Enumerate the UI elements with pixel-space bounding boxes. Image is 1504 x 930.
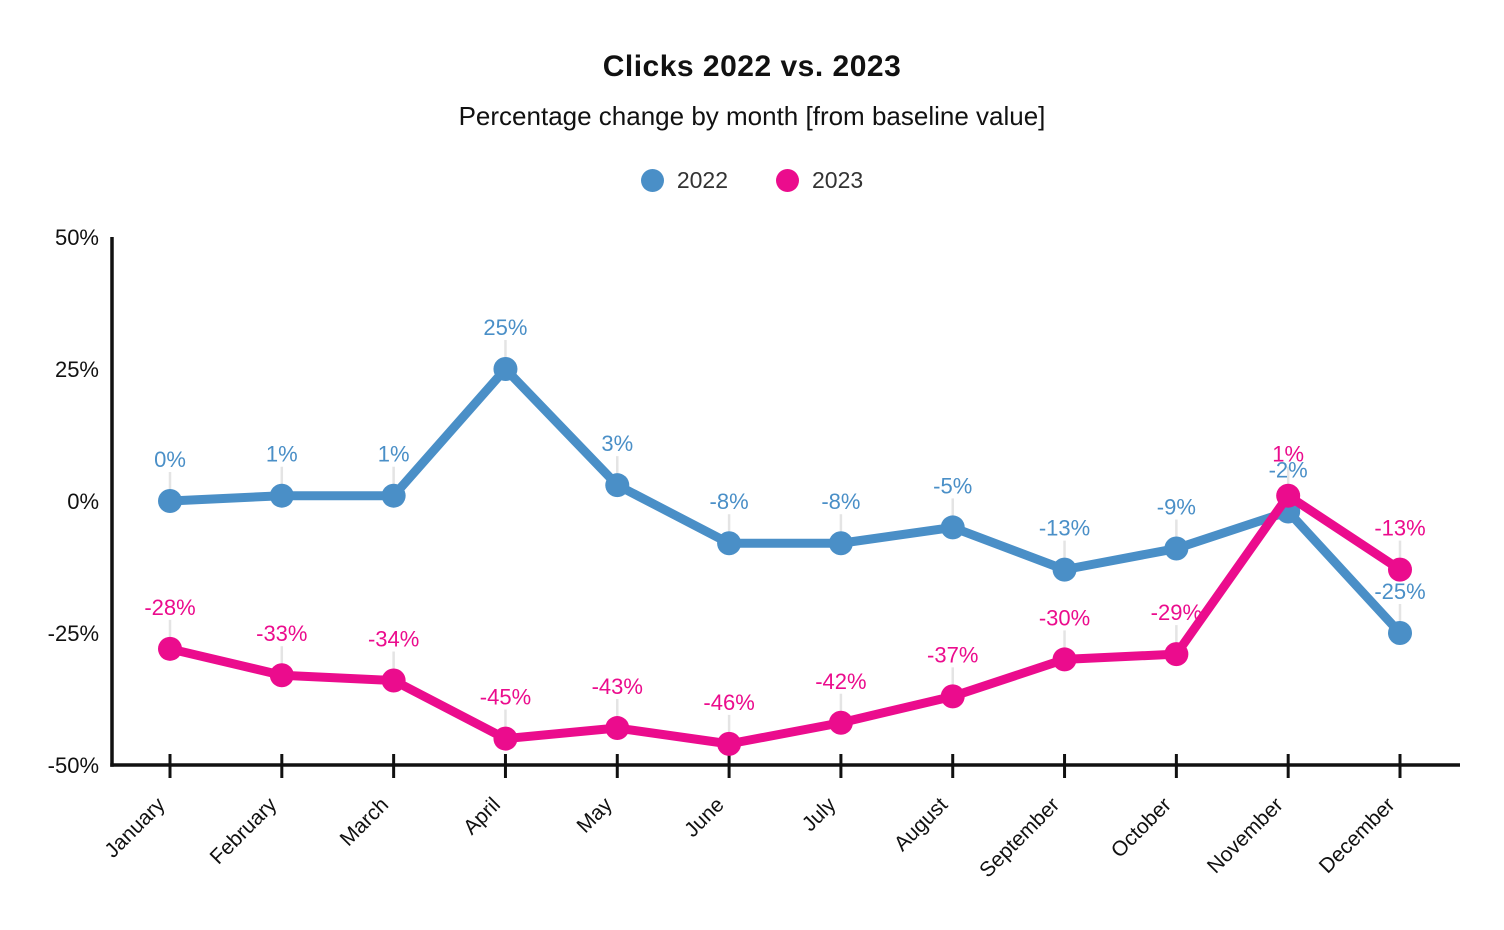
data-label-2023-September: -30% [1039, 605, 1090, 630]
data-point-2023-January [158, 636, 182, 661]
x-axis-month-label: September [975, 793, 1064, 882]
data-point-2022-January [158, 489, 182, 513]
chart-title: Clicks 2022 vs. 2023 [602, 50, 902, 83]
data-label-2022-March: 1% [378, 442, 410, 467]
data-point-2022-June [717, 531, 742, 556]
data-point-2022-April [493, 357, 518, 381]
data-label-2022-November: -2% [1269, 458, 1308, 483]
data-label-2023-December: -13% [1374, 516, 1425, 541]
data-point-2023-April [493, 726, 518, 751]
data-point-2023-July [828, 710, 853, 735]
legend-swatch-2023-icon [776, 169, 799, 192]
data-point-2023-August [940, 684, 965, 709]
data-label-2022-June: -8% [710, 489, 749, 514]
data-label-2022-August: -5% [933, 473, 972, 498]
y-axis-tick-label: 25% [55, 357, 99, 382]
x-axis-month-label: November [1203, 793, 1288, 878]
x-axis-month-label: March [336, 793, 394, 851]
data-point-2023-October [1164, 642, 1189, 667]
chart-legend: 2022 2023 [0, 167, 1504, 194]
data-point-2023-May [605, 716, 630, 741]
y-axis-tick-label: -25% [48, 621, 99, 646]
data-point-2022-July [828, 531, 853, 556]
data-point-2022-September [1052, 557, 1077, 582]
data-point-2022-August [940, 515, 965, 540]
x-axis-month-label: April [459, 793, 505, 839]
data-label-2022-July: -8% [821, 489, 860, 514]
legend-label-2023: 2023 [812, 167, 864, 193]
data-label-2022-January: 0% [154, 447, 186, 472]
data-label-2023-November: 1% [1272, 442, 1304, 467]
legend-item-2022[interactable]: 2022 [640, 167, 728, 194]
data-label-2022-October: -9% [1157, 495, 1196, 520]
data-point-2022-March [381, 483, 406, 508]
x-axis-month-label: August [890, 793, 953, 856]
data-point-2023-June [717, 731, 742, 756]
data-label-2022-December: -25% [1374, 579, 1425, 604]
x-axis-month-label: October [1107, 793, 1176, 862]
x-axis-month-label: May [572, 793, 617, 838]
data-label-2023-February: -33% [256, 621, 307, 646]
y-axis-tick-label: -50% [48, 753, 99, 778]
y-axis-tick-label: 50% [55, 225, 99, 250]
data-point-2022-December [1388, 621, 1412, 645]
data-point-2023-February [269, 663, 294, 688]
data-point-2022-May [605, 473, 630, 498]
x-axis-month-label: June [680, 793, 728, 841]
legend-swatch-2022-icon [640, 169, 664, 192]
data-label-2022-September: -13% [1039, 516, 1090, 541]
data-label-2023-March: -34% [368, 627, 419, 652]
data-label-2023-January: -28% [144, 595, 195, 620]
legend-label-2022: 2022 [676, 167, 728, 193]
data-label-2022-February: 1% [266, 442, 298, 467]
x-axis-month-label: December [1315, 793, 1400, 878]
data-label-2023-October: -29% [1151, 600, 1202, 625]
data-label-2023-July: -42% [815, 669, 866, 694]
data-point-2022-February [269, 483, 294, 508]
data-point-2023-March [381, 668, 406, 693]
x-axis-month-label: February [206, 793, 282, 869]
data-point-2022-October [1164, 536, 1189, 561]
chart-subtitle: Percentage change by month [from baselin… [458, 101, 1046, 131]
data-label-2023-May: -43% [592, 674, 643, 699]
data-label-2022-May: 3% [601, 431, 633, 456]
y-axis-tick-label: 0% [67, 489, 99, 514]
data-label-2022-April: 25% [483, 315, 527, 340]
series-line-2022 [165, 364, 1405, 638]
data-point-2023-November [1276, 483, 1301, 508]
x-axis-month-label: January [100, 793, 169, 862]
data-label-2023-June: -46% [703, 690, 754, 715]
data-point-2023-September [1052, 647, 1077, 672]
data-label-2023-August: -37% [927, 642, 978, 667]
series-line-2023 [165, 491, 1405, 749]
x-axis-month-label: July [798, 793, 841, 836]
data-point-2023-December [1388, 557, 1412, 582]
data-label-2023-April: -45% [480, 685, 531, 710]
legend-item-2023[interactable]: 2023 [776, 167, 863, 194]
